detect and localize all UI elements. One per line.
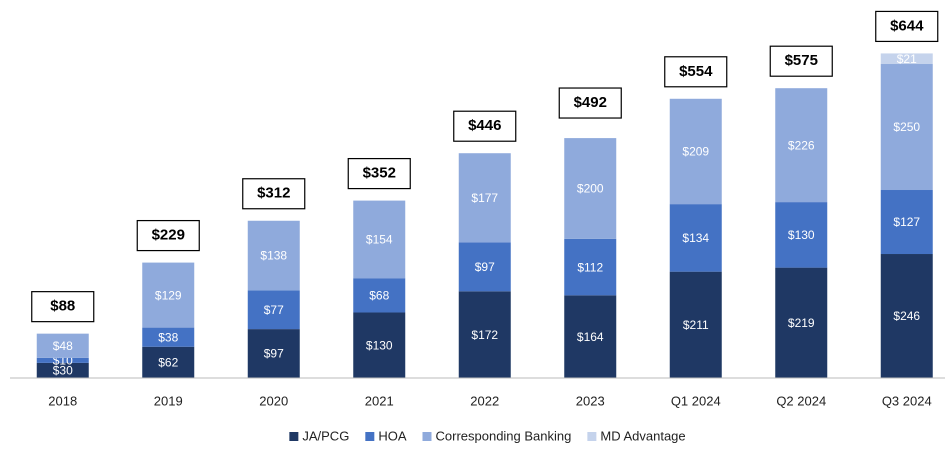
bar-segment — [36, 333, 89, 358]
data-label: $209 — [682, 145, 709, 159]
data-label: $127 — [893, 215, 920, 229]
data-label: $177 — [471, 191, 498, 205]
total-label: $492 — [574, 94, 607, 111]
data-label: $211 — [683, 318, 709, 332]
bar-segment — [669, 271, 722, 378]
data-label: $164 — [577, 330, 604, 344]
x-tick-label: 2019 — [154, 393, 183, 408]
legend-swatch — [422, 432, 432, 441]
data-label: $138 — [260, 249, 287, 263]
x-tick-label: 2020 — [259, 393, 288, 408]
bar-segment — [669, 204, 722, 272]
bar-segment — [36, 357, 89, 363]
bar-segment — [353, 278, 406, 313]
x-tick-label: Q2 2024 — [776, 393, 826, 408]
total-label: $446 — [468, 117, 501, 134]
data-label: $48 — [53, 339, 73, 353]
legend: JA/PCG HOA Corresponding Banking MD Advanta… — [289, 428, 686, 443]
bar-segment — [353, 312, 406, 378]
data-label: $38 — [158, 330, 178, 344]
data-label: $246 — [893, 309, 920, 323]
total-box — [875, 10, 939, 43]
total-label: $352 — [363, 165, 396, 182]
bar-segment — [353, 200, 406, 279]
bar-segment — [775, 88, 828, 203]
total-label: $229 — [152, 227, 185, 244]
total-box — [31, 291, 95, 323]
legend-label: MD Advantage — [600, 428, 685, 443]
legend-label: HOA — [378, 428, 407, 443]
x-tick-label: 2021 — [365, 393, 394, 408]
bar-segment — [458, 153, 511, 243]
legend-swatch — [365, 432, 375, 441]
data-label: $219 — [788, 316, 815, 330]
bar-segment — [247, 220, 300, 291]
x-tick-label: Q1 2024 — [671, 393, 721, 408]
data-label: $134 — [682, 231, 709, 245]
legend-label: JA/PCG — [302, 428, 349, 443]
bar-segment — [142, 346, 195, 378]
bar-segment — [775, 202, 828, 268]
total-label: $88 — [50, 298, 75, 315]
total-label: $312 — [257, 185, 290, 202]
bar-segment — [247, 290, 300, 330]
bar-segment — [880, 190, 933, 255]
bar-segment — [142, 327, 195, 347]
x-tick-label: 2023 — [576, 393, 605, 408]
total-box — [664, 56, 728, 88]
bar-segment — [880, 64, 933, 191]
data-label: $172 — [471, 328, 498, 342]
data-label: $130 — [366, 338, 393, 352]
data-label: $62 — [158, 356, 178, 370]
data-label: $226 — [788, 138, 815, 152]
total-label: $644 — [890, 17, 924, 34]
total-box — [242, 178, 306, 210]
total-box — [347, 157, 411, 190]
bar-segment — [775, 267, 828, 378]
total-box — [136, 219, 200, 252]
bar-segment — [564, 295, 617, 378]
legend-swatch — [289, 432, 299, 441]
data-label: $77 — [264, 303, 284, 317]
bar-segment — [458, 291, 511, 378]
bar-segment — [458, 242, 511, 292]
bar-segment — [247, 329, 300, 378]
data-label: $130 — [788, 228, 815, 242]
bar-segment — [669, 98, 722, 205]
data-label: $154 — [366, 233, 393, 247]
total-label: $554 — [679, 63, 713, 80]
data-label: $97 — [475, 260, 495, 274]
bar-segment — [142, 262, 195, 328]
legend-swatch — [587, 432, 597, 441]
bar-segment — [880, 53, 933, 65]
data-label: $97 — [264, 347, 284, 361]
bar-segment — [36, 362, 89, 378]
bar-segment — [880, 254, 933, 378]
x-tick-label: Q3 2024 — [882, 393, 932, 408]
data-label: $30 — [53, 364, 73, 378]
total-label: $575 — [785, 52, 818, 69]
total-box — [558, 87, 622, 119]
x-tick-label: 2022 — [470, 393, 499, 408]
legend-label: Corresponding Banking — [435, 428, 571, 443]
bar-segment — [564, 238, 617, 296]
x-tick-label: 2018 — [48, 393, 77, 408]
data-label: $250 — [893, 120, 920, 134]
data-label: $21 — [897, 52, 917, 66]
data-label: $129 — [155, 288, 182, 302]
data-label: $68 — [369, 289, 389, 303]
bar-segment — [564, 138, 617, 239]
total-box — [453, 110, 517, 142]
total-box — [769, 45, 833, 77]
data-label: $112 — [577, 260, 603, 274]
data-label: $200 — [577, 182, 604, 196]
